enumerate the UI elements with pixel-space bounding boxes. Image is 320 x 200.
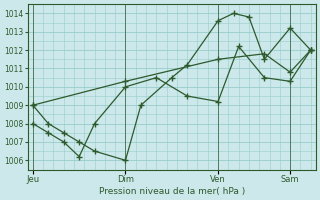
X-axis label: Pression niveau de la mer( hPa ): Pression niveau de la mer( hPa ): [99, 187, 245, 196]
